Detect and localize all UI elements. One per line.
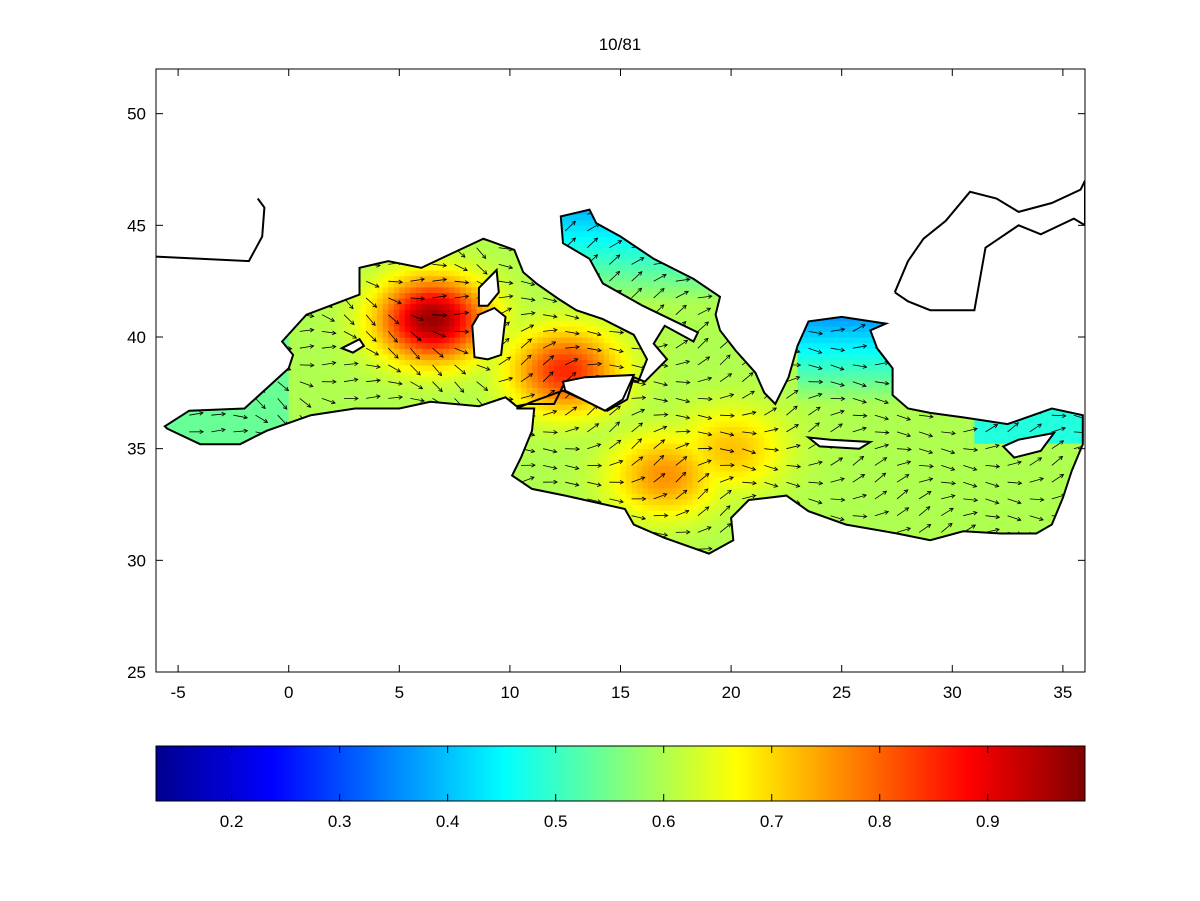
y-axis-ticks: 25 30 35 40 45 50	[127, 105, 1085, 682]
x-tick-label: 10	[500, 683, 519, 702]
y-tick-label: 25	[127, 663, 146, 682]
colorbar-tick-label: 0.7	[760, 812, 784, 831]
x-tick-label: 35	[1053, 683, 1072, 702]
x-tick-label: -5	[171, 683, 186, 702]
x-tick-label: 0	[284, 683, 293, 702]
y-tick-label: 50	[127, 105, 146, 124]
y-tick-label: 45	[127, 216, 146, 235]
map-title: 10/81	[599, 35, 642, 54]
colorbar	[155, 745, 1086, 802]
x-tick-label: 30	[943, 683, 962, 702]
x-tick-label: 5	[395, 683, 404, 702]
colorbar-tick-label: 0.2	[220, 812, 244, 831]
colorbar-tick-label: 0.3	[328, 812, 352, 831]
coastline	[156, 180, 1085, 555]
colorbar-tick-label: 0.9	[976, 812, 1000, 831]
x-tick-label: 25	[832, 683, 851, 702]
y-tick-label: 35	[127, 440, 146, 459]
y-tick-label: 40	[127, 328, 146, 347]
colorbar-tick-label: 0.6	[652, 812, 676, 831]
x-axis-ticks: -5 0 5 10 15 20 25 30 35	[171, 69, 1072, 702]
y-tick-label: 30	[127, 551, 146, 570]
colorbar-tick-label: 0.5	[544, 812, 568, 831]
colorbar-tick-label: 0.4	[436, 812, 460, 831]
x-tick-label: 15	[611, 683, 630, 702]
colorbar-ticks: 0.2 0.3 0.4 0.5 0.6 0.7 0.8 0.9	[220, 746, 1000, 831]
x-tick-label: 20	[722, 683, 741, 702]
colorbar-tick-label: 0.8	[868, 812, 892, 831]
